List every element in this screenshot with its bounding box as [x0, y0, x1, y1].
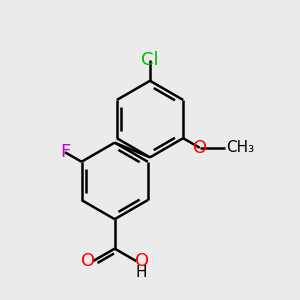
- Text: CH₃: CH₃: [226, 140, 254, 155]
- Text: O: O: [135, 252, 149, 270]
- Text: Cl: Cl: [141, 51, 159, 69]
- Text: F: F: [60, 143, 70, 161]
- Text: H: H: [136, 265, 147, 280]
- Text: O: O: [81, 252, 95, 270]
- Text: O: O: [193, 139, 207, 157]
